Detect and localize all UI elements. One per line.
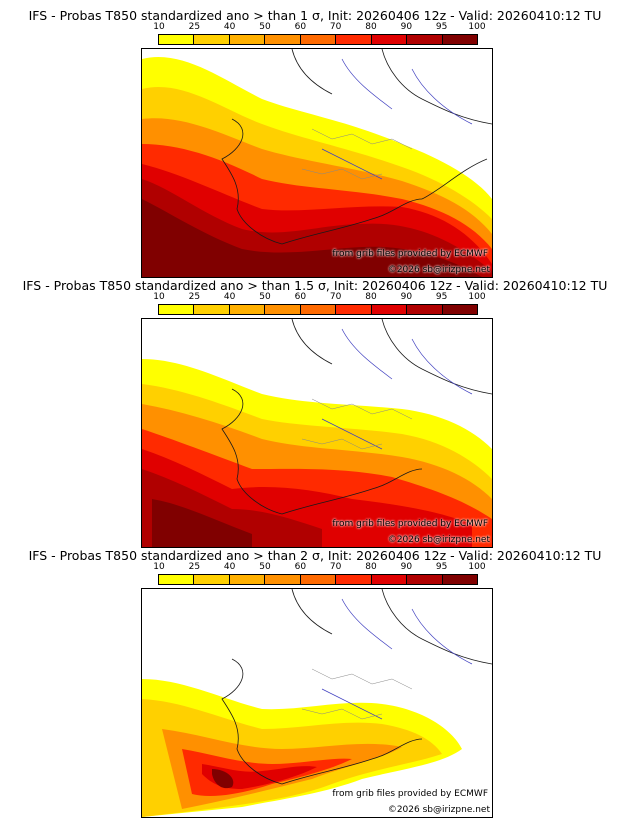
panel-1sigma: IFS - Probas T850 standardized ano > tha… xyxy=(0,8,630,278)
colorbar xyxy=(158,574,478,585)
credit-copyright: ©2026 sb@irizpne.net xyxy=(387,535,490,545)
credit-source: from grib files provided by ECMWF xyxy=(332,519,488,529)
colorbar-swatch xyxy=(194,35,230,44)
colorbar-tick-label: 80 xyxy=(365,22,377,32)
colorbar-swatch xyxy=(265,35,301,44)
colorbar-tick-label: 100 xyxy=(468,562,486,572)
colorbar-tick-label: 40 xyxy=(223,22,236,32)
colorbar-tick-label: 80 xyxy=(365,292,377,302)
colorbar-tick-label: 100 xyxy=(468,22,486,32)
colorbar-labels: 10 25 40 50 60 70 80 90 95 100 xyxy=(153,562,485,574)
colorbar-tick-label: 25 xyxy=(188,292,201,302)
credit-copyright: ©2026 sb@irizpne.net xyxy=(387,805,490,815)
colorbar-swatch xyxy=(229,35,266,44)
colorbar-tick-label: 50 xyxy=(259,292,271,302)
colorbar-swatch xyxy=(371,575,408,584)
colorbar-tick-label: 90 xyxy=(400,562,413,572)
colorbar-tick-label: 70 xyxy=(329,22,342,32)
colorbar-tick-label: 70 xyxy=(329,292,342,302)
colorbar-tick-label: 80 xyxy=(365,562,377,572)
colorbar-tick-label: 25 xyxy=(188,22,201,32)
colorbar-swatch xyxy=(159,575,195,584)
colorbar-tick-label: 95 xyxy=(435,292,448,302)
credit-source: from grib files provided by ECMWF xyxy=(332,789,488,799)
colorbar-swatch xyxy=(442,575,477,584)
colorbar-swatch xyxy=(265,575,301,584)
probability-map: from grib files provided by ECMWF ©2026 … xyxy=(141,588,493,818)
colorbar-swatch xyxy=(300,305,337,314)
colorbar-swatch xyxy=(229,575,266,584)
colorbar-tick-label: 60 xyxy=(294,562,307,572)
colorbar-tick-label: 10 xyxy=(153,292,165,302)
colorbar-swatch xyxy=(371,305,408,314)
colorbar-tick-label: 40 xyxy=(223,562,236,572)
colorbar xyxy=(158,34,478,45)
colorbar-tick-label: 60 xyxy=(294,292,307,302)
colorbar-swatch xyxy=(336,305,372,314)
colorbar-swatch xyxy=(407,35,443,44)
panel-title: IFS - Probas T850 standardized ano > tha… xyxy=(28,8,602,23)
colorbar-swatch xyxy=(265,305,301,314)
panel-1-5sigma: IFS - Probas T850 standardized ano > tha… xyxy=(0,278,630,548)
credit-source: from grib files provided by ECMWF xyxy=(332,249,488,259)
credit-copyright: ©2026 sb@irizpne.net xyxy=(387,265,490,275)
colorbar-swatch xyxy=(300,575,337,584)
colorbar-swatch xyxy=(407,305,443,314)
colorbar-swatch xyxy=(442,35,477,44)
colorbar-tick-label: 40 xyxy=(223,292,236,302)
probability-map: from grib files provided by ECMWF ©2026 … xyxy=(141,48,493,278)
colorbar-swatch xyxy=(336,35,372,44)
colorbar-tick-label: 95 xyxy=(435,562,448,572)
colorbar-tick-label: 60 xyxy=(294,22,307,32)
colorbar-swatch xyxy=(194,575,230,584)
colorbar-labels: 10 25 40 50 60 70 80 90 95 100 xyxy=(153,292,485,304)
colorbar xyxy=(158,304,478,315)
colorbar-tick-label: 10 xyxy=(153,22,165,32)
panel-2sigma: IFS - Probas T850 standardized ano > tha… xyxy=(0,548,630,818)
colorbar-tick-label: 70 xyxy=(329,562,342,572)
probability-map: from grib files provided by ECMWF ©2026 … xyxy=(141,318,493,548)
colorbar-tick-label: 10 xyxy=(153,562,165,572)
panel-title: IFS - Probas T850 standardized ano > tha… xyxy=(28,548,602,563)
colorbar-swatch xyxy=(336,575,372,584)
colorbar-swatch xyxy=(229,305,266,314)
colorbar-tick-label: 90 xyxy=(400,292,413,302)
colorbar-swatch xyxy=(371,35,408,44)
colorbar-tick-label: 100 xyxy=(468,292,486,302)
colorbar-tick-label: 50 xyxy=(259,562,271,572)
colorbar-swatch xyxy=(159,35,195,44)
colorbar-swatch xyxy=(159,305,195,314)
colorbar-swatch xyxy=(194,305,230,314)
map-graphic xyxy=(142,49,492,277)
colorbar-tick-label: 90 xyxy=(400,22,413,32)
panel-title: IFS - Probas T850 standardized ano > tha… xyxy=(22,278,608,293)
colorbar-labels: 10 25 40 50 60 70 80 90 95 100 xyxy=(153,22,485,34)
colorbar-tick-label: 25 xyxy=(188,562,201,572)
map-graphic xyxy=(142,589,492,817)
colorbar-tick-label: 95 xyxy=(435,22,448,32)
colorbar-swatch xyxy=(300,35,337,44)
colorbar-swatch xyxy=(442,305,477,314)
colorbar-swatch xyxy=(407,575,443,584)
colorbar-tick-label: 50 xyxy=(259,22,271,32)
map-graphic xyxy=(142,319,492,547)
